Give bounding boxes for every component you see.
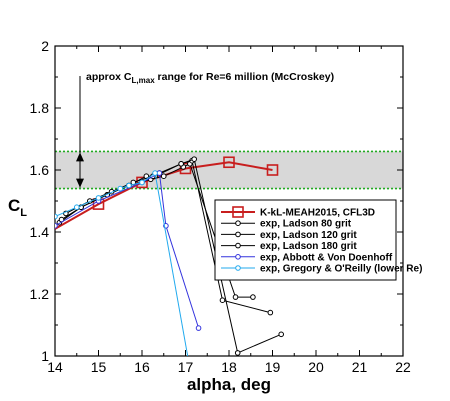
series-marker-5 [55, 213, 58, 220]
legend-swatch-marker-5 [235, 265, 241, 271]
series-marker-2 [267, 309, 274, 316]
x-tick-label: 19 [265, 359, 281, 375]
series-marker-1 [232, 294, 239, 300]
series-marker-5 [95, 195, 102, 201]
series-marker-3 [178, 161, 184, 167]
legend-swatch-marker-2 [235, 231, 241, 238]
legend-label-0: K-kL-MEAH2015, CFL3D [260, 208, 375, 219]
series-marker-5 [126, 182, 132, 189]
x-tick-label: 16 [134, 359, 150, 375]
x-tick-label: 18 [221, 359, 237, 375]
legend-label-3: exp, Ladson 180 grit [260, 241, 357, 252]
legend-swatch-marker-3 [235, 242, 241, 249]
y-tick-label: 1.4 [30, 224, 50, 240]
range-arrow-head-down [76, 178, 84, 188]
series-marker-3 [234, 350, 241, 356]
x-tick-label: 14 [47, 359, 63, 375]
y-tick-label: 1.8 [30, 100, 50, 116]
series-marker-3 [278, 331, 285, 338]
series-marker-3 [191, 156, 197, 162]
legend-swatch-marker-4 [235, 253, 241, 260]
y-tick-label: 1.6 [30, 162, 50, 178]
series-marker-1 [160, 173, 167, 179]
legend-swatch-marker-1 [235, 220, 241, 226]
legend-label-5: exp, Gregory & O'Reilly (lower Re) [260, 264, 422, 275]
x-tick-label: 17 [178, 359, 194, 375]
series-marker-0 [223, 156, 235, 169]
x-tick-label: 20 [308, 359, 324, 375]
x-tick-label: 21 [352, 359, 368, 375]
series-marker-5 [73, 204, 80, 210]
series-marker-4 [195, 325, 202, 331]
x-tick-label: 22 [395, 359, 411, 375]
series-drop-line-5 [154, 173, 189, 356]
series-marker-5 [139, 179, 145, 186]
series-marker-0 [136, 176, 148, 189]
series-marker-1 [250, 294, 256, 300]
y-tick-label: 1 [41, 348, 49, 364]
series-marker-5 [152, 170, 158, 176]
x-axis-title: alpha, deg [187, 375, 271, 394]
legend-box [214, 199, 397, 281]
series-layer [55, 156, 285, 356]
series-marker-5 [117, 185, 124, 192]
series-marker-4 [55, 223, 58, 229]
legend-label-4: exp, Abbott & Von Doenhoff [260, 252, 393, 263]
legend-label-2: exp, Ladson 120 grit [260, 230, 357, 241]
series-line-4 [55, 172, 200, 329]
x-tick-label: 15 [91, 359, 107, 375]
range-arrow-head-up [76, 152, 84, 162]
y-tick-label: 1.2 [30, 286, 50, 302]
legend-label-1: exp, Ladson 80 grit [260, 219, 352, 230]
series-marker-0 [266, 164, 279, 176]
y-tick-label: 2 [41, 38, 49, 54]
y-axis-title: CL [8, 196, 27, 219]
legend-swatch-marker-0 [232, 206, 244, 218]
band-annotation: approx CL,max range for Re=6 million (Mc… [86, 71, 334, 85]
series-marker-2 [219, 297, 226, 304]
